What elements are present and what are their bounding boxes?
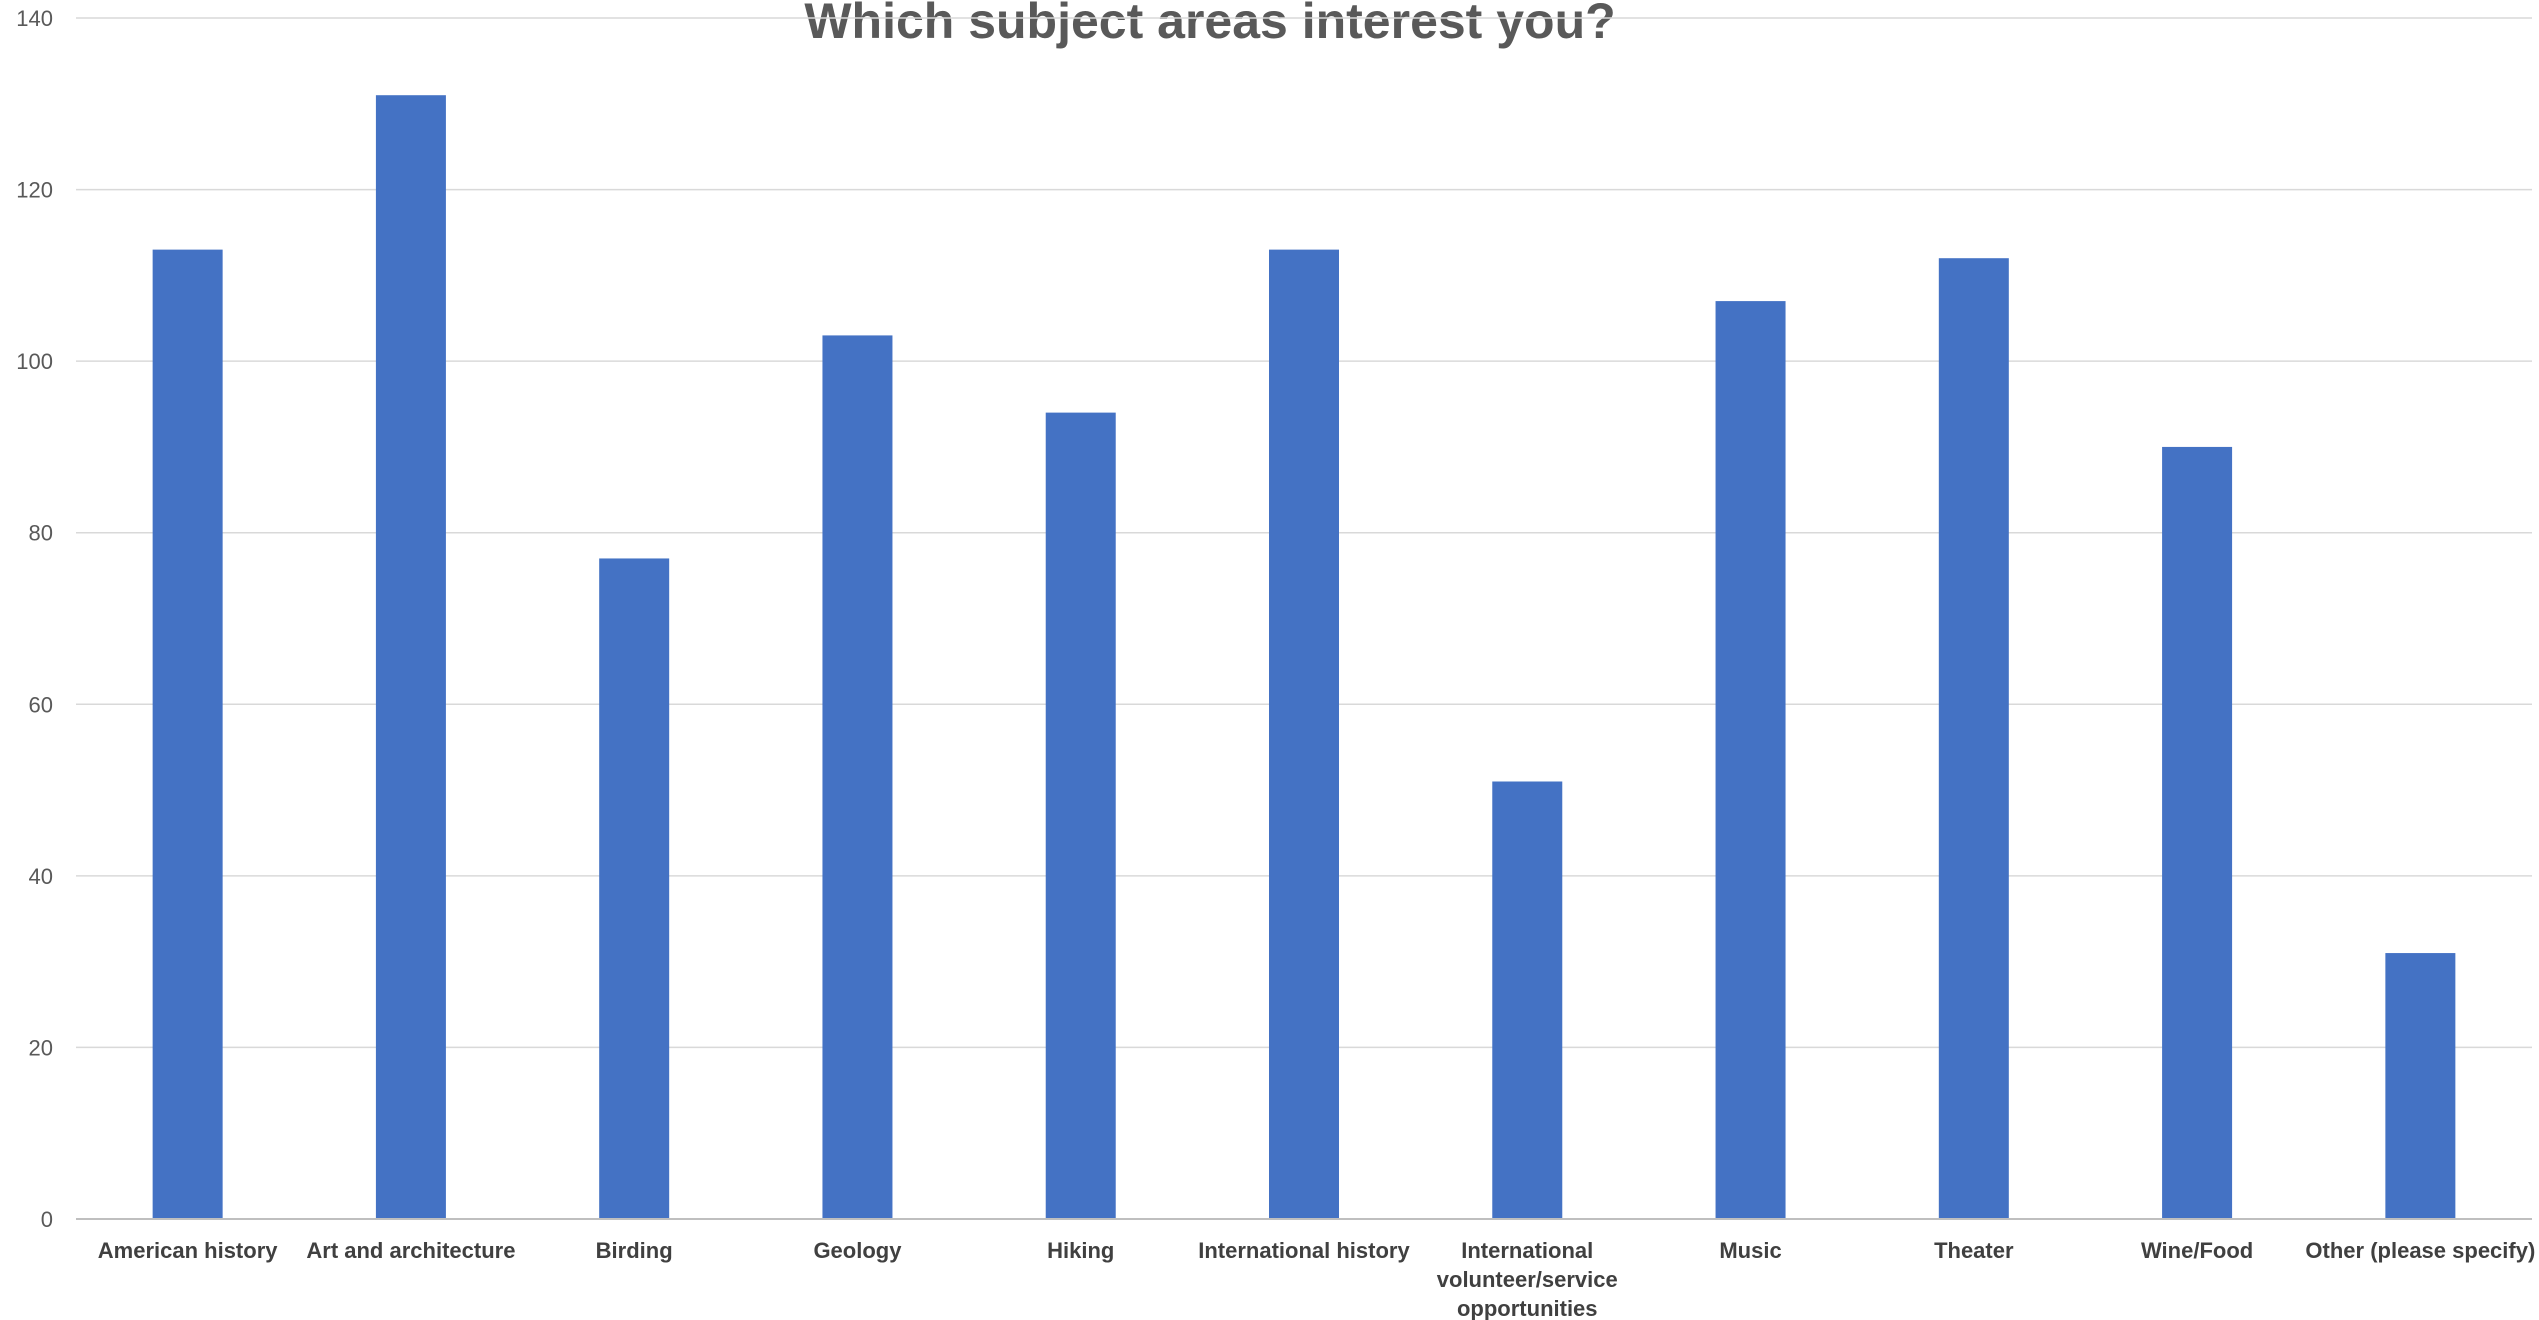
- x-tick-label-line: Birding: [596, 1238, 673, 1263]
- x-axis-ticks: American history Art and architecture Bird…: [98, 1238, 2536, 1320]
- x-tick-label: Geology: [813, 1238, 902, 1263]
- x-tick-label-line: volunteer/service: [1437, 1267, 1618, 1292]
- bar: [375, 95, 446, 1219]
- chart-title: Which subject areas interest you?: [804, 0, 1615, 49]
- y-tick-label: 120: [16, 178, 53, 203]
- bar: [2385, 953, 2456, 1219]
- x-tick-label: International volunteer/service opportunit…: [1437, 1238, 1618, 1320]
- x-tick-label: Other (please specify): [2305, 1238, 2535, 1263]
- x-tick-label: Wine/Food: [2141, 1238, 2253, 1263]
- x-tick-label: Music: [1719, 1238, 1781, 1263]
- x-tick-label-line: Geology: [813, 1238, 902, 1263]
- x-tick-label-line: Other (please specify): [2305, 1238, 2535, 1263]
- bar: [2162, 446, 2233, 1219]
- x-tick-label-line: Theater: [1934, 1238, 2014, 1263]
- x-tick-label-line: Wine/Food: [2141, 1238, 2253, 1263]
- bar: [1269, 249, 1339, 1219]
- bars: [152, 95, 2456, 1220]
- y-tick-label: 0: [41, 1207, 53, 1232]
- x-tick-label-line: Art and architecture: [306, 1238, 515, 1263]
- bar: [1045, 412, 1116, 1220]
- bar: [1938, 258, 2009, 1219]
- y-tick-label: 100: [16, 349, 53, 374]
- bar: [152, 249, 223, 1219]
- y-axis-ticks: 0 20 40 60 80 100 120 140: [16, 6, 53, 1232]
- y-tick-label: 20: [29, 1035, 53, 1060]
- x-tick-label-line: International: [1461, 1238, 1593, 1263]
- y-tick-label: 40: [29, 864, 53, 889]
- x-tick-label: International history: [1198, 1238, 1410, 1263]
- x-tick-label: Theater: [1934, 1238, 2014, 1263]
- x-tick-label-line: Music: [1719, 1238, 1781, 1263]
- bar: [822, 335, 893, 1220]
- y-tick-label: 140: [16, 6, 53, 31]
- x-tick-label-line: International history: [1198, 1238, 1410, 1263]
- x-tick-label-line: opportunities: [1457, 1296, 1598, 1320]
- x-tick-label: American history: [98, 1238, 278, 1263]
- x-tick-label: Art and architecture: [306, 1238, 515, 1263]
- bar: [1715, 301, 1786, 1219]
- y-tick-label: 80: [29, 521, 53, 546]
- y-tick-label: 60: [29, 692, 53, 717]
- x-tick-label: Hiking: [1047, 1238, 1114, 1263]
- x-tick-label-line: Hiking: [1047, 1238, 1114, 1263]
- bar: [599, 558, 670, 1219]
- x-tick-label-line: American history: [98, 1238, 278, 1263]
- x-tick-label: Birding: [596, 1238, 673, 1263]
- bar: [1492, 781, 1563, 1219]
